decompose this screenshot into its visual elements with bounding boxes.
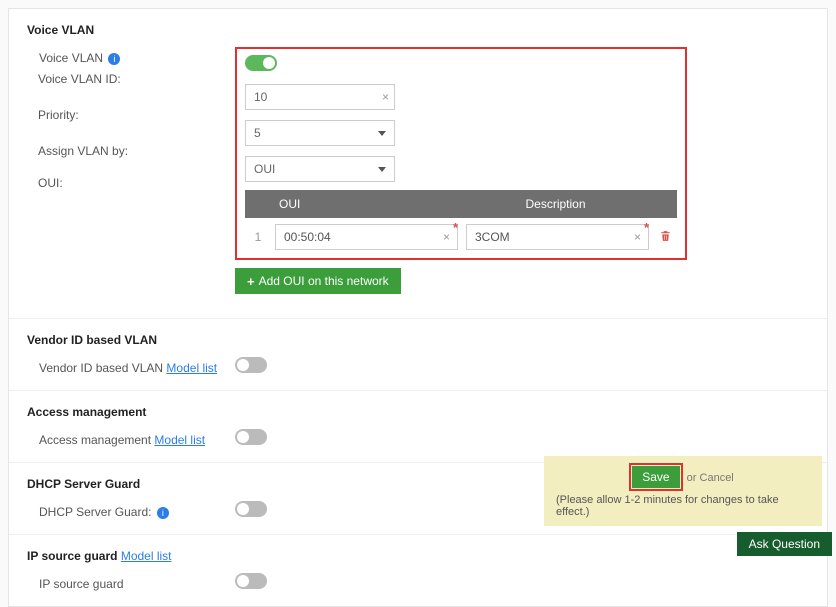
voice-vlan-toggle[interactable] <box>245 55 277 71</box>
priority-label: Priority: <box>38 108 79 122</box>
required-marker: * <box>644 220 649 235</box>
add-oui-button[interactable]: + Add OUI on this network <box>235 268 401 294</box>
assign-vlan-select[interactable]: OUI <box>245 156 395 182</box>
oui-col-desc: Description <box>458 197 645 211</box>
voice-vlan-enable-label: Voice VLAN i <box>27 47 235 65</box>
voice-vlan-highlight-box: × 5 OUI OUI <box>235 47 687 260</box>
save-bar: Save or Cancel (Please allow 1-2 minutes… <box>544 456 822 526</box>
save-button[interactable]: Save <box>632 466 679 488</box>
chevron-down-icon <box>378 131 386 136</box>
voice-vlan-id-label: Voice VLAN ID: <box>38 72 121 86</box>
oui-table-header: OUI Description <box>245 190 677 218</box>
chevron-down-icon <box>378 167 386 172</box>
clear-icon[interactable]: × <box>382 90 389 104</box>
dhcp-guard-toggle[interactable] <box>235 501 267 517</box>
trash-icon[interactable] <box>659 229 672 243</box>
cancel-link[interactable]: or Cancel <box>687 472 734 484</box>
voice-vlan-id-input[interactable] <box>245 84 395 110</box>
oui-desc-input[interactable] <box>466 224 649 250</box>
access-model-list-link[interactable]: Model list <box>154 433 205 447</box>
priority-select[interactable]: 5 <box>245 120 395 146</box>
ask-question-button[interactable]: Ask Question <box>737 532 832 556</box>
access-mgmt-title: Access management <box>27 405 809 419</box>
vendor-vlan-title: Vendor ID based VLAN <box>27 333 809 347</box>
clear-icon[interactable]: × <box>634 230 641 244</box>
access-mgmt-toggle[interactable] <box>235 429 267 445</box>
vendor-model-list-link[interactable]: Model list <box>166 361 217 375</box>
clear-icon[interactable]: × <box>443 230 450 244</box>
save-note: (Please allow 1-2 minutes for changes to… <box>556 494 810 518</box>
required-marker: * <box>453 220 458 235</box>
oui-table-row: 1 × * × * <box>245 218 677 250</box>
oui-label: OUI: <box>38 176 63 190</box>
vendor-vlan-label: Vendor ID based VLAN <box>39 361 163 375</box>
plus-icon: + <box>247 274 255 289</box>
ip-source-guard-toggle[interactable] <box>235 573 267 589</box>
vendor-vlan-toggle[interactable] <box>235 357 267 373</box>
access-mgmt-label: Access management <box>39 433 151 447</box>
oui-row-index: 1 <box>245 230 271 244</box>
voice-vlan-title: Voice VLAN <box>27 23 809 37</box>
dhcp-guard-label: DHCP Server Guard: <box>39 505 151 519</box>
ip-source-guard-title: IP source guard Model list <box>27 549 809 563</box>
info-icon[interactable]: i <box>108 53 120 65</box>
ipsg-model-list-link[interactable]: Model list <box>121 549 172 563</box>
ip-source-guard-label: IP source guard <box>27 573 235 591</box>
oui-value-input[interactable] <box>275 224 458 250</box>
info-icon[interactable]: i <box>157 507 169 519</box>
assign-vlan-label: Assign VLAN by: <box>38 144 128 158</box>
oui-col-oui: OUI <box>271 197 458 211</box>
